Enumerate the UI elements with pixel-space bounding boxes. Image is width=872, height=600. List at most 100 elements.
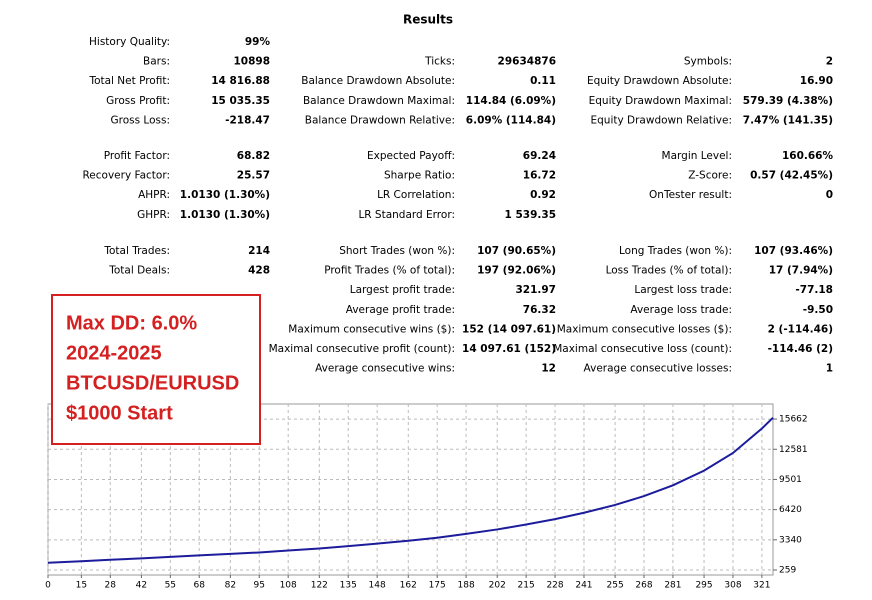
x-tick-label: 162 [400, 581, 417, 591]
x-tick-label: 281 [664, 581, 681, 591]
x-tick-label: 202 [489, 581, 506, 591]
field-label: Average loss trade: [630, 304, 732, 316]
field-label: Total Net Profit: [88, 75, 170, 87]
y-tick-label: 6420 [779, 505, 802, 515]
field-value: 2 (-114.46) [768, 323, 833, 335]
annotation-text: $1000 Start [66, 402, 173, 424]
field-value: 107 (90.65%) [477, 245, 556, 257]
x-tick-label: 42 [136, 581, 147, 591]
field-label: Sharpe Ratio: [384, 170, 455, 182]
field-label: LR Standard Error: [358, 209, 455, 221]
field-label: Short Trades (won %): [339, 245, 455, 257]
field-label: Equity Drawdown Relative: [590, 114, 732, 126]
field-label: Balance Drawdown Absolute: [301, 75, 455, 87]
field-label: Total Trades: [103, 245, 170, 257]
field-label: LR Correlation: [377, 189, 455, 201]
field-value: 16.72 [523, 170, 556, 182]
balance-line [47, 417, 774, 564]
field-label: Profit Trades (% of total): [324, 265, 455, 277]
field-value: 114.84 (6.09%) [466, 95, 556, 107]
field-label: AHPR: [138, 189, 170, 201]
annotation-box [51, 294, 261, 445]
x-tick-label: 148 [369, 581, 386, 591]
x-tick-label: 28 [105, 581, 117, 591]
field-label: Z-Score: [688, 170, 732, 182]
field-label: Expected Payoff: [367, 150, 455, 162]
x-tick-label: 188 [458, 581, 475, 591]
field-value: 69.24 [523, 150, 556, 162]
x-tick-label: 255 [607, 581, 624, 591]
field-value: 99% [245, 36, 271, 48]
y-tick-label: 12581 [779, 445, 808, 455]
field-label: Equity Drawdown Maximal: [589, 95, 732, 107]
field-label: Largest profit trade: [350, 284, 455, 296]
field-value: 17 (7.94%) [769, 265, 833, 277]
field-label: Maximal consecutive loss (count): [553, 343, 732, 355]
field-label: Balance Drawdown Relative: [305, 114, 455, 126]
x-tick-label: 15 [76, 581, 87, 591]
field-label: Margin Level: [662, 150, 732, 162]
field-value: 0.57 (42.45%) [750, 170, 833, 182]
field-value: 7.47% (141.35) [743, 114, 833, 126]
field-value: 12 [541, 363, 556, 375]
annotation-text: Max DD: 6.0% [66, 312, 197, 334]
field-value: 68.82 [237, 150, 270, 162]
field-label: Average consecutive wins: [315, 363, 455, 375]
field-value: 428 [248, 265, 270, 277]
field-value: 10898 [233, 56, 270, 68]
x-tick-label: 82 [225, 581, 236, 591]
field-label: Long Trades (won %): [619, 245, 732, 257]
field-label: Profit Factor: [104, 150, 170, 162]
field-value: 0.92 [530, 189, 556, 201]
y-tick-label: 15662 [779, 415, 808, 425]
field-label: Ticks: [424, 56, 455, 68]
field-label: History Quality: [89, 36, 170, 48]
x-tick-label: 295 [695, 581, 712, 591]
y-tick-label: 3340 [779, 535, 802, 545]
field-value: 160.66% [782, 150, 834, 162]
field-label: Maximum consecutive losses ($): [557, 323, 732, 335]
field-value: 1 [826, 363, 833, 375]
x-tick-label: 268 [635, 581, 652, 591]
field-label: Loss Trades (% of total): [606, 265, 732, 277]
field-value: 25.57 [237, 170, 270, 182]
field-label: Recovery Factor: [82, 170, 170, 182]
x-tick-label: 68 [194, 581, 206, 591]
field-label: Maximum consecutive wins ($): [288, 323, 455, 335]
field-label: Bars: [143, 56, 170, 68]
field-label: Balance Drawdown Maximal: [303, 95, 455, 107]
field-value: 29634876 [498, 56, 556, 68]
field-value: 14 097.61 (152) [462, 343, 556, 355]
field-value: 152 (14 097.61) [462, 323, 556, 335]
field-value: 2 [826, 56, 833, 68]
field-value: 1 539.35 [505, 209, 556, 221]
x-tick-label: 175 [429, 581, 446, 591]
field-label: Largest loss trade: [634, 284, 732, 296]
y-tick-label: 9501 [779, 475, 802, 485]
field-value: 6.09% (114.84) [466, 114, 556, 126]
annotation-text: 2024-2025 [66, 342, 162, 364]
y-tick-label: 259 [779, 566, 796, 576]
field-value: 15 035.35 [211, 95, 270, 107]
field-label: Symbols: [684, 56, 732, 68]
field-label: Average profit trade: [346, 304, 455, 316]
field-value: -77.18 [795, 284, 833, 296]
field-label: OnTester result: [649, 189, 732, 201]
field-value: 107 (93.46%) [754, 245, 833, 257]
x-tick-label: 55 [165, 581, 176, 591]
x-tick-label: 108 [280, 581, 297, 591]
field-value: 0.11 [530, 75, 556, 87]
x-tick-label: 95 [254, 581, 265, 591]
field-value: 14 816.88 [211, 75, 270, 87]
field-value: 76.32 [523, 304, 556, 316]
field-label: Gross Profit: [106, 95, 170, 107]
field-label: Average consecutive losses: [584, 363, 732, 375]
x-tick-label: 215 [518, 581, 535, 591]
x-tick-label: 308 [724, 581, 741, 591]
field-label: Maximal consecutive profit (count): [269, 343, 455, 355]
field-label: Gross Loss: [111, 114, 171, 126]
x-tick-label: 135 [340, 581, 357, 591]
field-value: 579.39 (4.38%) [743, 95, 833, 107]
field-value: 321.97 [515, 284, 556, 296]
